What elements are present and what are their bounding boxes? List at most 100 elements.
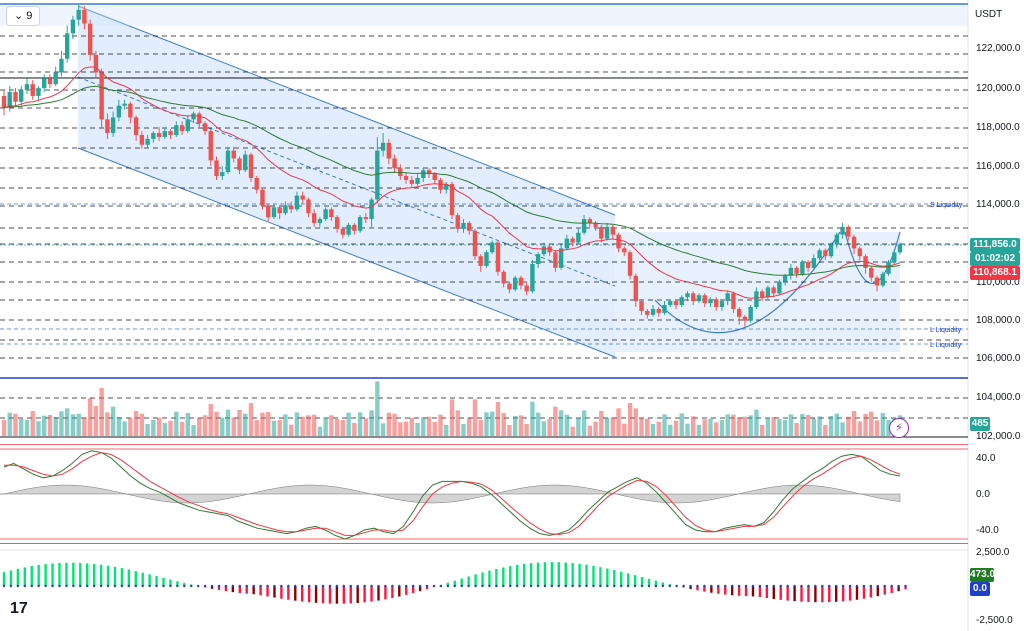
zero-dot	[585, 584, 588, 588]
interval-selector[interactable]: ⌄ 9	[6, 6, 41, 26]
y-tick-label: 116,000.0	[976, 161, 1020, 172]
candle-body	[593, 222, 598, 227]
zero-dot	[148, 584, 151, 588]
volume-bar	[736, 417, 742, 436]
candle-body	[639, 301, 644, 311]
candle-body	[162, 131, 168, 137]
zero-dot	[266, 584, 269, 588]
histogram-zero-tag: 0.0	[970, 582, 990, 596]
zero-dot	[58, 584, 61, 588]
candle-body	[897, 244, 903, 253]
zero-dot	[2, 584, 6, 588]
volume-bar	[794, 423, 799, 436]
zero-dot	[79, 584, 82, 588]
volume-bar	[392, 413, 397, 436]
candle-body	[380, 142, 386, 151]
zero-dot	[696, 584, 699, 588]
candle-body	[392, 158, 397, 169]
zero-dot	[141, 584, 144, 588]
volume-bar	[237, 410, 242, 436]
zero-dot	[314, 584, 318, 588]
candle-body	[260, 189, 265, 206]
zero-dot	[356, 584, 359, 588]
candle-body	[777, 281, 782, 294]
volume-bar	[403, 421, 409, 436]
zero-dot	[786, 584, 789, 588]
candle-body	[409, 179, 414, 184]
lightning-icon[interactable]: ⚡	[889, 418, 909, 438]
volume-bar	[168, 420, 173, 436]
candle-body	[719, 301, 725, 307]
candle-body	[857, 248, 862, 257]
volume-bar	[449, 399, 455, 436]
volume-bar	[271, 420, 277, 436]
candle-body	[892, 252, 897, 263]
volume-bar	[110, 406, 116, 436]
volume-bar	[191, 425, 196, 436]
volume-bar	[357, 412, 363, 436]
candle-body	[168, 131, 173, 135]
candle-body	[731, 293, 736, 309]
volume-bar	[564, 414, 570, 436]
volume-bar	[455, 410, 460, 436]
candle-body	[805, 262, 811, 268]
zero-dot	[342, 584, 346, 588]
candle-body	[702, 295, 707, 304]
zero-dot	[196, 584, 200, 588]
volume-bar	[656, 421, 661, 436]
zero-dot	[280, 584, 283, 588]
candle-body	[662, 305, 667, 313]
candle-body	[834, 234, 840, 245]
y-tick-label: 114,000.0	[976, 199, 1020, 210]
zero-dot	[668, 584, 671, 588]
zero-dot	[564, 584, 567, 588]
volume-bar	[731, 414, 736, 436]
histogram-tick-label: 2,500.0	[976, 547, 1010, 558]
volume-bar	[1, 420, 7, 436]
volume-bar	[202, 415, 208, 436]
volume-bar	[524, 424, 529, 436]
volume-bar	[243, 413, 248, 436]
zero-dot	[689, 584, 692, 588]
zero-dot	[446, 584, 450, 588]
volume-bar	[581, 410, 587, 436]
volume-bar	[277, 420, 282, 436]
candle-body	[225, 150, 231, 173]
volume-bar	[323, 417, 328, 436]
stoch-tick-label: 0.0	[976, 489, 990, 500]
zero-dot	[848, 584, 852, 588]
candle-body	[478, 256, 483, 266]
candle-body	[627, 252, 633, 276]
chevron-down-icon: ⌄	[14, 10, 24, 22]
zero-dot	[301, 584, 304, 588]
zero-dot	[481, 584, 484, 588]
candle-body	[403, 176, 409, 180]
volume-bar	[266, 412, 271, 436]
volume-bar	[725, 414, 730, 436]
volume-bar	[208, 404, 213, 436]
zero-dot	[557, 584, 560, 588]
volume-bar	[398, 422, 403, 436]
zero-dot	[405, 584, 408, 588]
volume-bar	[87, 398, 93, 436]
volume-bar	[340, 420, 346, 436]
candle-body	[174, 125, 179, 135]
y-tick-label: 106,000.0	[976, 353, 1021, 364]
zero-dot	[51, 584, 54, 588]
zero-dot	[502, 584, 505, 588]
volume-bar	[714, 422, 719, 436]
volume-bar	[851, 411, 857, 436]
histogram-tick-label: -2,500.0	[976, 615, 1013, 626]
volume-bar	[288, 424, 294, 436]
candle-body	[59, 58, 64, 73]
volume-bar	[47, 415, 53, 436]
volume-bar	[691, 416, 696, 436]
zero-dot	[273, 584, 276, 588]
volume-bar	[719, 420, 725, 436]
zero-dot	[862, 584, 866, 588]
candle-body	[254, 178, 259, 190]
candle-body	[645, 310, 650, 315]
candle-body	[794, 267, 799, 274]
candle-body	[93, 54, 99, 73]
